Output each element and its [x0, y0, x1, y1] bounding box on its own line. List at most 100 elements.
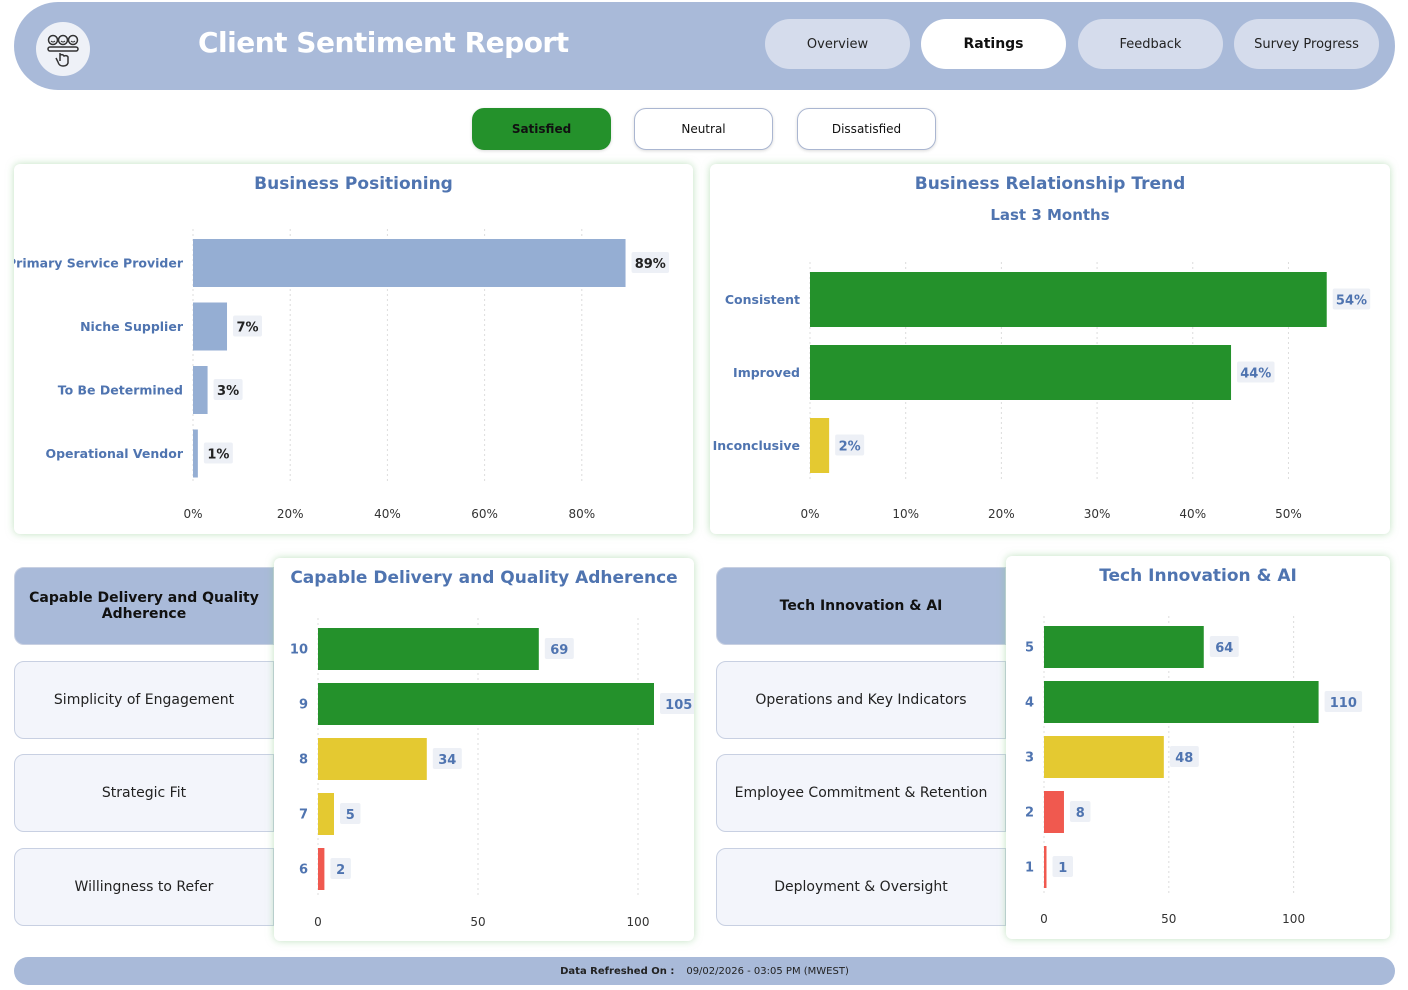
side-item-simplicity[interactable]: Simplicity of Engagement [14, 661, 274, 739]
bar [318, 683, 654, 725]
bar [1044, 791, 1064, 833]
side-item-willingness[interactable]: Willingness to Refer [14, 848, 274, 926]
x-tick-label: 50% [1275, 507, 1302, 521]
category-label: 3 [1025, 751, 1034, 766]
relationship-trend-card: Business Relationship Trend Last 3 Month… [710, 164, 1390, 534]
x-tick-label: 30% [1084, 507, 1111, 521]
category-label: Inconclusive [713, 438, 800, 453]
relationship-trend-chart: 0% 10% 20% 30% 40% 50% Consistent 54% Improved 44… [713, 262, 1371, 521]
bar [810, 345, 1232, 400]
refresh-timestamp: 09/02/2026 - 03:05 PM (MWEST) [686, 965, 849, 977]
x-tick-label: 50 [1161, 912, 1176, 926]
header-bar: Client Sentiment Report Overview Ratings… [14, 2, 1395, 90]
innovation-title: Tech Innovation & AI [1099, 566, 1297, 586]
business-positioning-chart: 0% 20% 40% 60% 80% Primary Service Provider 89… [14, 229, 670, 521]
data-label-bg [432, 748, 462, 769]
x-tick-label: 0% [800, 507, 819, 521]
data-label-bg [631, 252, 670, 273]
bar [810, 272, 1327, 327]
tab-overview[interactable]: Overview [765, 19, 910, 69]
data-label: 105 [665, 698, 692, 713]
category-label: Niche Supplier [80, 319, 184, 334]
data-label: 54% [1336, 294, 1367, 309]
x-tick-label: 10% [892, 507, 919, 521]
filter-dissatisfied[interactable]: Dissatisfied [797, 108, 936, 150]
data-label: 1 [1058, 861, 1067, 876]
bar [1044, 736, 1164, 778]
data-label-bg [233, 315, 263, 337]
data-label: 5 [346, 808, 355, 823]
delivery-chart: 0 50 100 10 69 9 105 8 34 7 5 6 2 [290, 618, 694, 929]
bar [810, 418, 830, 473]
data-label-bg [1332, 288, 1371, 310]
data-label: 8 [1076, 806, 1085, 821]
filter-satisfied[interactable]: Satisfied [472, 108, 611, 150]
app-title: Client Sentiment Report [198, 26, 569, 59]
data-label: 110 [1330, 696, 1357, 711]
data-label: 69 [550, 643, 568, 658]
innovation-chart: 0 50 100 5 64 4 110 3 48 2 8 1 1 [1025, 616, 1363, 926]
bar [193, 239, 626, 287]
category-label: 4 [1025, 696, 1034, 711]
data-label-bg [1209, 636, 1239, 657]
survey-hand-icon [47, 34, 79, 67]
data-label: 2% [839, 440, 861, 455]
side-item-tech-innovation[interactable]: Tech Innovation & AI [716, 567, 1006, 645]
data-label: 64 [1215, 641, 1233, 656]
side-item-strategic-fit[interactable]: Strategic Fit [14, 754, 274, 832]
side-item-capable-delivery[interactable]: Capable Delivery and Quality Adherence [14, 567, 274, 645]
data-label: 34 [438, 753, 456, 768]
x-tick-label: 100 [627, 915, 650, 929]
relationship-trend-title: Business Relationship Trend [914, 174, 1186, 194]
tab-ratings[interactable]: Ratings [921, 19, 1066, 69]
category-label: Primary Service Provider [14, 256, 184, 271]
bar [318, 793, 334, 835]
category-label: Operational Vendor [45, 446, 183, 461]
category-label: 1 [1025, 861, 1034, 876]
x-tick-label: 80% [568, 507, 595, 521]
data-label-bg [330, 858, 351, 879]
side-item-employee-commitment[interactable]: Employee Commitment & Retention [716, 754, 1006, 832]
filter-neutral[interactable]: Neutral [634, 108, 773, 150]
data-label-bg [835, 434, 865, 456]
data-label: 3% [217, 384, 239, 399]
category-label: 5 [1025, 641, 1034, 656]
data-label-bg [1052, 856, 1073, 877]
category-label: 10 [290, 643, 308, 658]
category-label: 2 [1025, 806, 1034, 821]
tab-feedback[interactable]: Feedback [1078, 19, 1223, 69]
data-label-bg [1069, 801, 1091, 822]
relationship-trend-subtitle: Last 3 Months [990, 206, 1110, 224]
data-label-bg [660, 693, 694, 714]
x-tick-label: 100 [1282, 912, 1305, 926]
category-label: 7 [299, 808, 308, 823]
innovation-card: Tech Innovation & AI 0 50 100 5 64 4 110 3 48 2 8 1… [1006, 556, 1390, 939]
bar [1044, 681, 1319, 723]
tab-survey-progress[interactable]: Survey Progress [1234, 19, 1379, 69]
data-label-bg [1324, 691, 1363, 712]
x-tick-label: 0 [314, 915, 322, 929]
x-tick-label: 40% [1179, 507, 1206, 521]
side-item-operations[interactable]: Operations and Key Indicators [716, 661, 1006, 739]
data-label: 2 [336, 863, 345, 878]
x-tick-label: 0% [183, 507, 202, 521]
data-label: 89% [635, 257, 666, 272]
x-tick-label: 40% [374, 507, 401, 521]
bar [193, 366, 208, 414]
x-tick-label: 50 [470, 915, 485, 929]
category-label: 6 [299, 863, 308, 878]
x-tick-label: 20% [277, 507, 304, 521]
data-label: 48 [1175, 751, 1193, 766]
category-label: Consistent [725, 292, 800, 307]
delivery-card: Capable Delivery and Quality Adherence 0… [274, 558, 694, 941]
bar [318, 628, 539, 670]
bar [193, 302, 228, 351]
data-label: 44% [1240, 367, 1271, 382]
bar [193, 429, 198, 478]
data-label-bg [340, 803, 361, 824]
category-label: 8 [299, 753, 308, 768]
side-item-deployment[interactable]: Deployment & Oversight [716, 848, 1006, 926]
refresh-label: Data Refreshed On : [560, 965, 675, 977]
bar [318, 848, 325, 890]
data-label: 1% [207, 448, 229, 463]
